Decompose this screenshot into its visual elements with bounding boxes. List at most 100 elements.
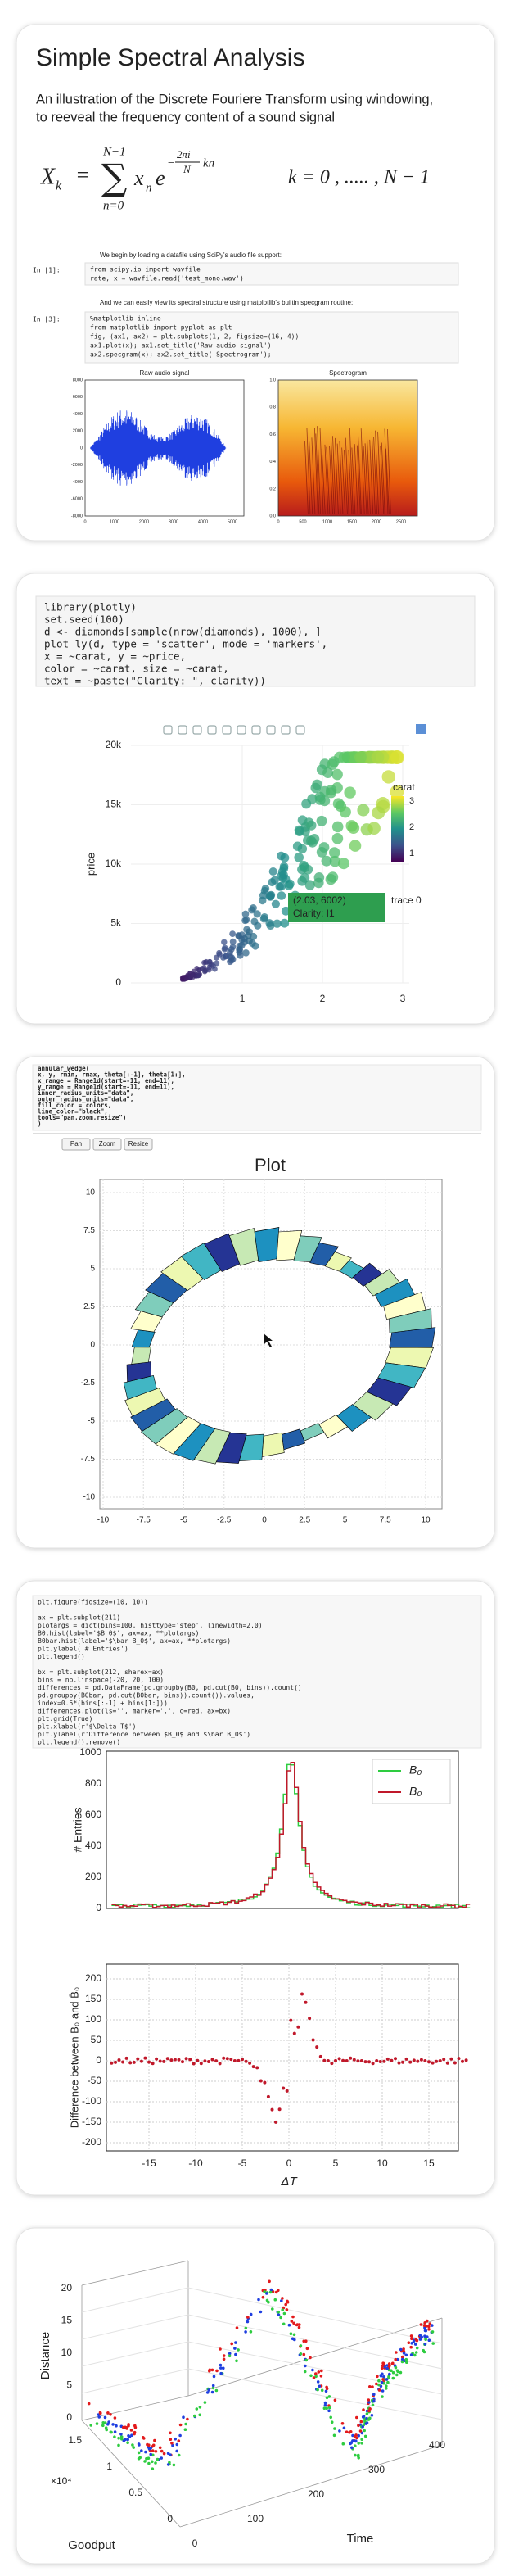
difference-point [330, 2062, 334, 2066]
scatter3d-point [341, 2442, 345, 2446]
code-line: plotargs = dict(bins=100, histtype='step… [38, 1622, 263, 1629]
spectrogram-streak [377, 431, 381, 515]
scatter3d-point [418, 2338, 422, 2341]
scatter3d-point [324, 2389, 328, 2393]
spectrogram-streak [369, 439, 374, 515]
spectrogram-streak [351, 447, 356, 515]
x-tick-label: 2000 [139, 519, 149, 524]
scatter3d-point [215, 2369, 219, 2373]
formula: kn [203, 156, 214, 170]
spectrogram-streak [356, 445, 361, 515]
scatter3d-point [291, 2315, 295, 2319]
scatter-point [292, 841, 303, 851]
scatter-point [241, 917, 249, 925]
scatter3d-point [207, 2388, 210, 2392]
y-tick-label: 10k [106, 858, 122, 869]
scatter3d-point [106, 2411, 110, 2415]
formula: n [146, 181, 152, 194]
difference-point [241, 2058, 244, 2062]
scatter3d-point [117, 2436, 120, 2440]
scatter-point [222, 953, 229, 960]
scatter3d-point [423, 2321, 426, 2325]
x-tick-label: 7.5 [380, 1516, 391, 1525]
scatter-point [313, 877, 324, 889]
difference-point [308, 2017, 312, 2021]
y-tick-label: -6000 [71, 497, 83, 502]
y-tick-label: 1000 [79, 1746, 101, 1758]
scatter3d-point [203, 2401, 207, 2404]
code-line: differences.plot(ls='', marker='.', c=re… [38, 1708, 231, 1715]
scatter3d-point [147, 2461, 151, 2465]
code-line: outer_radius_units="data", [38, 1096, 133, 1103]
scatter3d-point [297, 2325, 301, 2329]
scatter3d-point [119, 2433, 123, 2436]
x-tick-label: 1000 [322, 519, 332, 524]
x-tick-label: 1000 [110, 519, 119, 524]
scatter3d-point [117, 2443, 120, 2447]
scatter3d-point [424, 2338, 427, 2341]
scatter3d-point [364, 2422, 368, 2425]
scatter3d-point [415, 2346, 419, 2350]
code-line: plt.ylabel('# Entries') [38, 1646, 128, 1653]
code-cell [84, 311, 459, 364]
scatter3d-point [349, 2441, 354, 2444]
scatter3d-point [156, 2457, 160, 2461]
scatter3d-point [151, 2460, 154, 2464]
code-cell [32, 1595, 482, 1749]
scatter3d-point [244, 2330, 247, 2334]
scatter3d-point [382, 2375, 386, 2379]
toolbar-icon [266, 725, 276, 735]
scatter3d-point [400, 2357, 404, 2361]
scatter3d-point [323, 2403, 327, 2407]
scatter3d-point [355, 2415, 358, 2420]
x-tick-label: 3000 [169, 519, 178, 524]
y-tick-label: 0 [96, 1902, 101, 1913]
y-tick-label: 10 [86, 1188, 96, 1197]
difference-point [124, 2056, 128, 2060]
spectrogram-streak [344, 450, 348, 515]
y-tick-label: 1.0 [269, 378, 276, 383]
scatter3d-point [130, 2433, 133, 2437]
grid-line [81, 2368, 189, 2394]
scatter3d-point [328, 2406, 331, 2410]
scatter3d-point [304, 2339, 308, 2343]
spectrogram-streak [367, 437, 371, 515]
x-tick-label: 10 [376, 2157, 388, 2169]
scatter3d-point [330, 2420, 334, 2424]
code-line: %matplotlib inline [90, 315, 161, 323]
code-line: bins = np.linspace(-20, 20, 100) [38, 1677, 164, 1684]
scatter3d-point [177, 2439, 181, 2442]
scatter3d-point [302, 2339, 306, 2343]
spectrogram-streak [387, 428, 391, 515]
scatter3d-point [268, 2279, 271, 2284]
difference-point [356, 2059, 360, 2063]
scatter-point [325, 787, 337, 799]
y-tick-label: -200 [82, 2136, 101, 2148]
colorbar-tick: 2 [409, 822, 414, 832]
code-line: x, y, rmin, rmax, theta[:-1], theta[1:], [38, 1071, 186, 1079]
plot-title: Raw audio signal [140, 369, 190, 377]
scatter3d-point [107, 2420, 110, 2424]
difference-point [412, 2058, 416, 2062]
code-cell [35, 595, 476, 687]
scatter3d-point [390, 2362, 395, 2365]
difference-point [181, 2060, 184, 2064]
scatter-point [253, 910, 261, 918]
y-tick-label: 600 [85, 1809, 101, 1820]
scatter3d-point [282, 2311, 286, 2316]
scatter-point [236, 948, 243, 956]
scatter-point [277, 891, 286, 900]
difference-point [431, 2061, 435, 2065]
scatter3d-point [317, 2370, 321, 2374]
scatter3d-point [149, 2452, 152, 2456]
scatter3d-point [381, 2361, 385, 2365]
scatter3d-point [160, 2449, 164, 2453]
spectrogram-streak [313, 428, 318, 515]
x-tick-label: 1500 [347, 519, 357, 524]
scatter3d-point [122, 2439, 126, 2442]
scatter3d-point [208, 2369, 211, 2373]
x-axis-label: Time [347, 2532, 374, 2546]
difference-point [378, 2060, 382, 2063]
scatter-point [331, 833, 344, 844]
x-tick-label: 500 [299, 519, 306, 524]
